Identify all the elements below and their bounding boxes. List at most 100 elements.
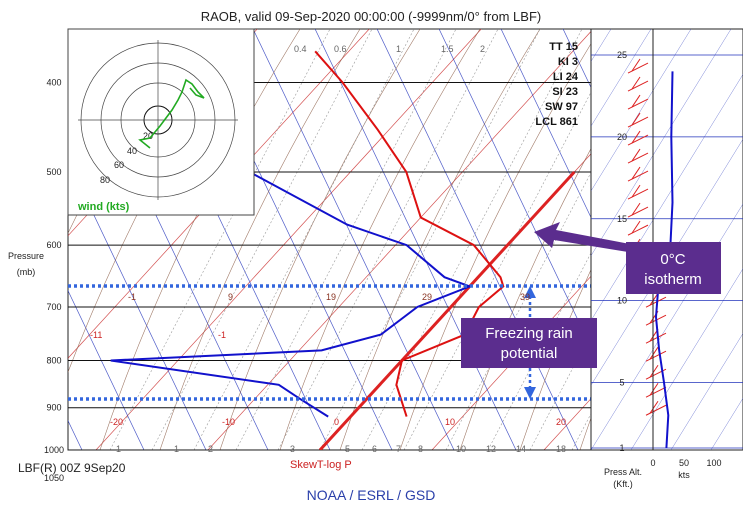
altitude-tick-label: 25 xyxy=(617,50,627,60)
dry-adiabat xyxy=(252,29,455,450)
panel-diagonal xyxy=(591,73,743,321)
bottom-mixing-label: 5 xyxy=(345,444,350,454)
wind-barb xyxy=(645,328,667,344)
altitude-tick-label: 15 xyxy=(617,214,627,224)
wind-barb xyxy=(627,148,649,164)
hodograph-ring-label: 60 xyxy=(114,160,124,170)
mixing-ratio-line xyxy=(109,29,331,450)
isotherm-callout: 0°C isotherm xyxy=(534,222,721,294)
freezing-rain-callout-box xyxy=(461,318,597,368)
stability-indices: TT 15 KI 3 LI 24 SI 23 SW 97 LCL 861 xyxy=(535,41,578,128)
mixing-label: 1 xyxy=(396,44,401,54)
index-li: LI 24 xyxy=(553,71,579,83)
isotherm-0c-line xyxy=(318,171,576,450)
hodograph-trace xyxy=(138,78,205,149)
mixing-label: 2 xyxy=(480,44,485,54)
pressure-axis-unit: (mb) xyxy=(17,267,36,277)
bottom-mixing-label: 18 xyxy=(556,444,566,454)
wind-barb xyxy=(627,220,649,236)
mixing-ratio-line xyxy=(235,29,457,450)
mixing-ratio-line xyxy=(151,29,373,450)
pressure-tick-label: 500 xyxy=(46,167,61,177)
bottom-mixing-label: 3 xyxy=(290,444,295,454)
theta-label: 39 xyxy=(520,292,530,302)
hodograph-inset: 20 40 60 80 wind (kts) xyxy=(67,28,255,216)
pressure-tick-label: 600 xyxy=(46,240,61,250)
temp-label: -10 xyxy=(222,417,235,427)
temp-label: 10 xyxy=(445,417,455,427)
wind-barb xyxy=(627,184,649,200)
panel-diagonal xyxy=(591,138,743,386)
wind-axis-tick: 0 xyxy=(650,458,655,468)
pressure-tick-label: 900 xyxy=(46,403,61,413)
bottom-mixing-label: 12 xyxy=(486,444,496,454)
theta-label: -1 xyxy=(128,292,136,302)
wind-panel-frame xyxy=(590,28,743,451)
wind-barb xyxy=(645,382,667,398)
wind-barb xyxy=(645,400,667,416)
mixing-ratio-line xyxy=(361,29,583,450)
isotherm xyxy=(68,29,370,359)
wind-axis-tick: 100 xyxy=(706,458,721,468)
moist-adiabat xyxy=(700,29,743,450)
wind-barb xyxy=(645,346,667,362)
dry-adiabat xyxy=(68,160,207,450)
theta-e-labels: -1 9 19 29 39 xyxy=(128,292,530,302)
pressure-ticks: 400 500 600 700 800 900 1000 xyxy=(44,78,64,455)
temp-label: -11 xyxy=(90,330,102,340)
wind-barb xyxy=(627,166,649,182)
diagram-type-label: SkewT-log P xyxy=(290,459,352,471)
freezing-rain-line2: potential xyxy=(501,345,558,362)
wind-axis-unit: kts xyxy=(678,470,690,480)
bottom-mixing-label: 14 xyxy=(516,444,526,454)
altitude-tick-label: 5 xyxy=(619,378,624,388)
wind-barb xyxy=(627,58,649,74)
moist-adiabat xyxy=(519,268,591,450)
pressure-axis-label: Pressure xyxy=(8,251,44,261)
temp-label: 0 xyxy=(334,417,339,427)
pressure-tick-label: 400 xyxy=(46,78,61,88)
chart-title: RAOB, valid 09-Sep-2020 00:00:00 (-9999n… xyxy=(201,9,541,24)
dry-adiabat xyxy=(562,29,591,89)
temp-label: 20 xyxy=(556,417,566,427)
footer-credit: NOAA / ESRL / GSD xyxy=(307,487,436,503)
index-sw: SW 97 xyxy=(545,101,578,113)
pressure-tick-label: 700 xyxy=(46,302,61,312)
altitude-axis-unit: (Kft.) xyxy=(613,479,633,489)
mixing-ratio-labels: 0.4 0.6 1 1.5 2 xyxy=(294,44,485,54)
isotherm xyxy=(0,29,33,450)
isotherm-callout-arrow xyxy=(534,222,630,252)
moist-adiabat xyxy=(339,29,541,450)
bottom-mixing-label: 10 xyxy=(456,444,466,454)
bottom-mixing-label: 1 xyxy=(174,444,179,454)
freezing-rain-arrow-head-top xyxy=(524,286,536,298)
mixing-label: 1.5 xyxy=(441,44,454,54)
panel-diagonal xyxy=(630,268,743,450)
index-lcl: LCL 861 xyxy=(535,116,578,128)
moist-adiabat xyxy=(279,29,481,450)
bottom-mixing-label: 6 xyxy=(372,444,377,454)
dry-adiabat xyxy=(68,289,145,450)
theta-label: 29 xyxy=(422,292,432,302)
wind-barb xyxy=(627,202,649,218)
dry-adiabat xyxy=(500,29,591,219)
hodograph-ring-label: 40 xyxy=(127,146,137,156)
panel-diagonal xyxy=(670,332,743,450)
wind-speed-trace xyxy=(654,71,674,449)
mixing-ratio-line xyxy=(193,29,415,450)
freezing-rain-arrow-head-bottom xyxy=(524,387,536,399)
bottom-mixing-label: 7 xyxy=(396,444,401,454)
dry-adiabat xyxy=(0,0,20,450)
hodograph-ring-label: 20 xyxy=(143,131,153,141)
temp-label: -1 xyxy=(218,330,226,340)
wind-barb xyxy=(627,130,649,146)
hodograph-ring-label: 80 xyxy=(100,175,110,185)
wind-barb xyxy=(645,292,667,308)
bottom-mixing-label: 2 xyxy=(208,444,213,454)
panel-diagonal xyxy=(591,203,743,450)
wind-axis-tick: 50 xyxy=(679,458,689,468)
pressure-tick-label: 1000 xyxy=(44,445,64,455)
altitude-tick-label: 20 xyxy=(617,132,627,142)
altitude-tick-label: 1 xyxy=(619,443,624,453)
